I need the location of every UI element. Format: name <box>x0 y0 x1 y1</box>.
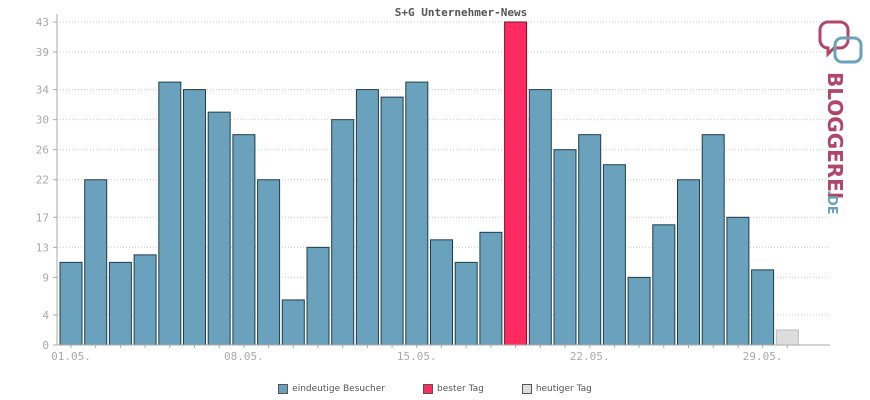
bar <box>726 216 750 346</box>
bar <box>133 254 157 346</box>
y-tick-label: 26 <box>36 144 49 157</box>
bar <box>207 111 231 346</box>
y-tick-label: 13 <box>36 241 49 254</box>
bar <box>84 179 108 346</box>
y-tick-label: 22 <box>36 174 49 187</box>
y-tick-label: 4 <box>42 309 49 322</box>
x-tick-label: 15.05. <box>397 350 437 363</box>
bar <box>183 89 206 346</box>
legend-label-best-day: bester Tag <box>437 384 484 394</box>
bar <box>158 81 182 346</box>
bar <box>355 89 379 346</box>
x-tick-label: 08.05. <box>224 350 264 363</box>
bar <box>701 134 725 346</box>
bar-today <box>775 329 799 346</box>
bar <box>751 269 775 346</box>
chart-title: S+G Unternehmer-News <box>395 6 527 19</box>
bar <box>528 89 552 346</box>
legend-item-best-day: bester Tag <box>423 384 484 394</box>
bloggerei-logo: BLOGGEREI .DE <box>818 20 863 215</box>
bar <box>257 179 281 346</box>
axes: 0 4 9 13 17 22 26 30 34 39 43 01.05. 08.05. 15.05. 22.… <box>36 14 830 363</box>
y-tick-label: 0 <box>42 339 49 352</box>
bars <box>59 21 799 346</box>
bar <box>553 149 577 346</box>
bar <box>578 134 602 346</box>
bar <box>652 224 676 346</box>
bar <box>602 164 626 346</box>
y-tick-label: 39 <box>36 46 49 59</box>
legend-swatch-today <box>521 384 532 394</box>
bar-best-day <box>504 21 528 346</box>
legend-swatch-visitors <box>278 384 289 394</box>
bar <box>331 119 355 346</box>
x-tick-label: 22.05. <box>570 350 610 363</box>
legend-label-today: heutiger Tag <box>535 384 592 394</box>
bar <box>281 299 305 346</box>
bar <box>677 179 700 346</box>
legend-item-visitors: eindeutige Besucher <box>278 384 385 394</box>
bar <box>59 261 83 346</box>
speech-bubble-icon <box>818 20 863 64</box>
bar <box>108 261 132 346</box>
y-tick-label: 34 <box>36 84 50 97</box>
legend-swatch-best-day <box>423 384 433 394</box>
x-tick-label: 01.05. <box>51 350 91 363</box>
y-tick-label: 9 <box>42 271 49 284</box>
x-tick-label: 29.05. <box>743 350 783 363</box>
y-tick-label: 43 <box>36 16 49 29</box>
legend-item-today: heutiger Tag <box>521 384 592 394</box>
logo-text: BLOGGEREI <box>823 72 847 199</box>
bar <box>405 81 429 346</box>
logo-suffix: .DE <box>824 190 839 215</box>
bar <box>232 134 256 346</box>
bar <box>380 96 404 346</box>
bar <box>430 239 453 346</box>
legend: eindeutige Besucher bester Tag heutiger … <box>0 384 870 394</box>
bar <box>306 246 330 346</box>
bar <box>627 276 651 346</box>
y-tick-label: 17 <box>36 211 49 224</box>
bar <box>454 261 478 346</box>
bar <box>479 231 503 346</box>
legend-label-visitors: eindeutige Besucher <box>292 384 385 394</box>
y-tick-label: 30 <box>36 114 49 127</box>
